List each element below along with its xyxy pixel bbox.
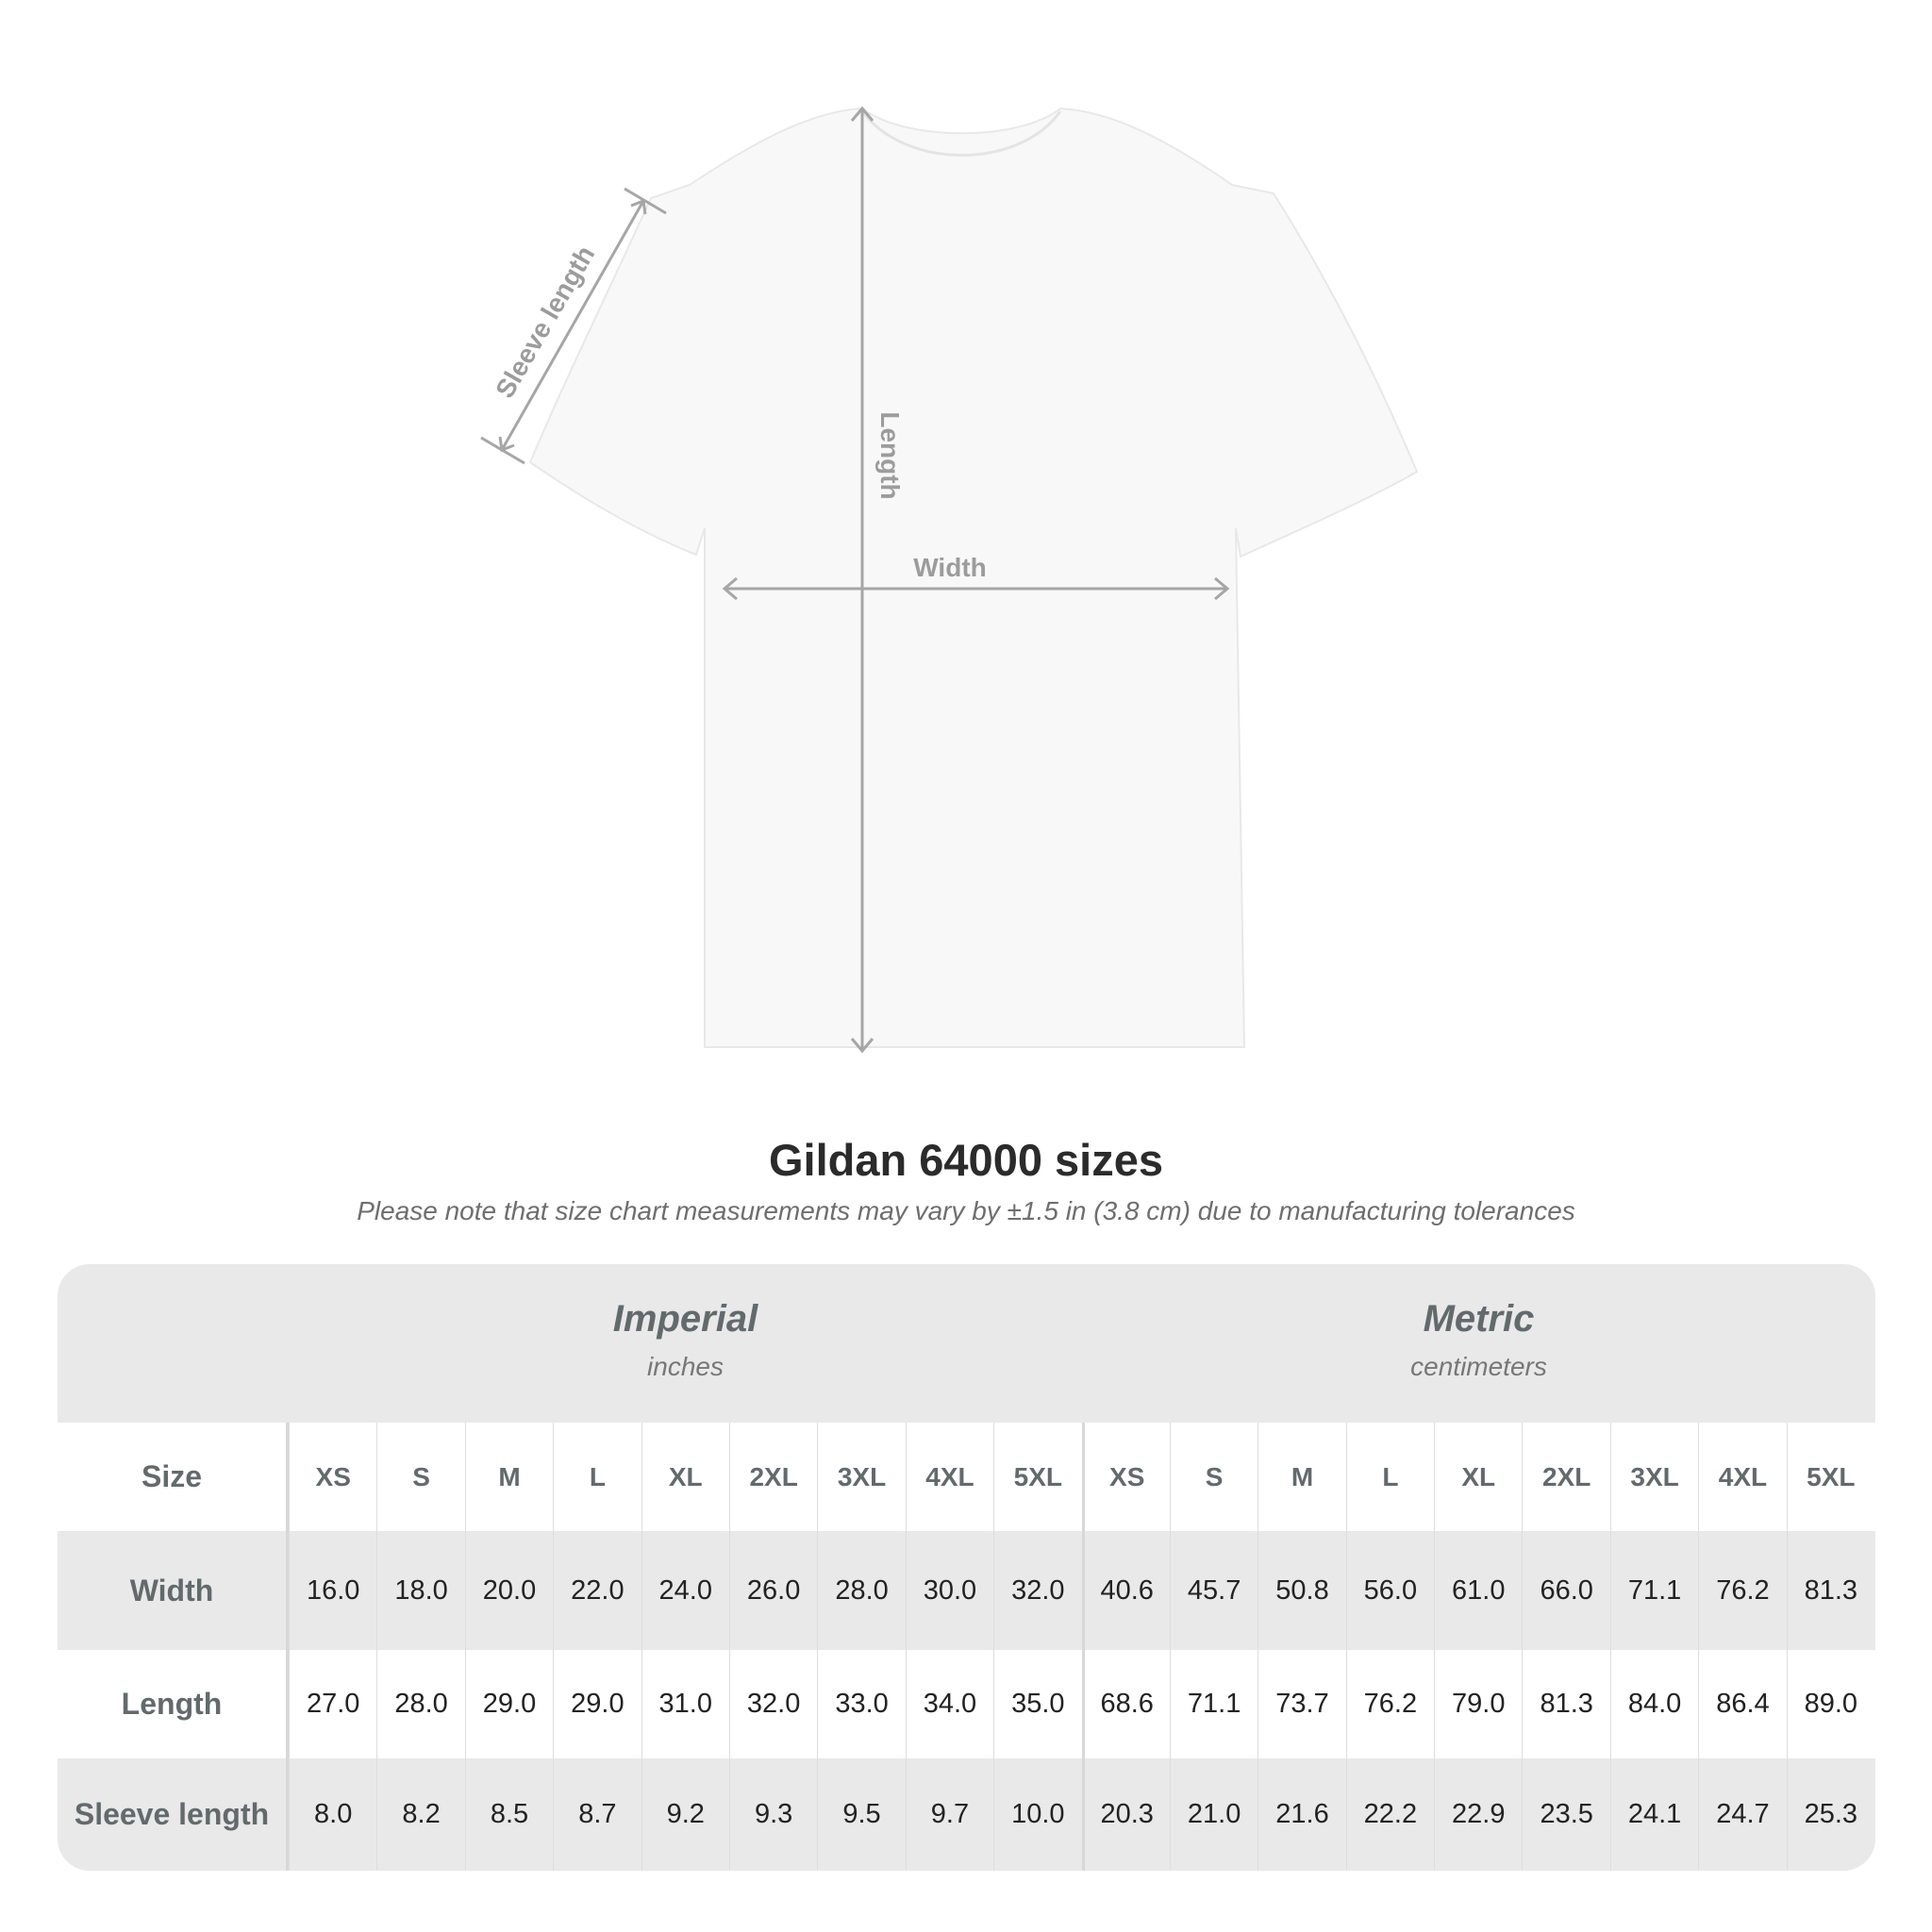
tshirt-image: [528, 107, 1419, 1048]
metric-value-cell: 81.3: [1786, 1531, 1874, 1650]
metric-value-cell: 25.3: [1786, 1758, 1874, 1871]
metric-value-cell: 23.5: [1522, 1758, 1609, 1871]
imperial-value-cell: 29.0: [464, 1650, 553, 1758]
imperial-value-cell: 24.0: [641, 1531, 729, 1650]
row-label: Sleeve length: [58, 1758, 289, 1871]
length-arrow: [850, 106, 874, 1054]
imperial-value-cell: 9.2: [641, 1758, 729, 1871]
metric-value-cell: 66.0: [1522, 1531, 1609, 1650]
metric-value-cell: 50.8: [1257, 1531, 1345, 1650]
sleeve-arrow: [480, 187, 667, 465]
imperial-title: Imperial: [612, 1298, 758, 1340]
width-label: Width: [913, 553, 987, 582]
metric-value-cell: 71.1: [1609, 1531, 1698, 1650]
imperial-unit: inches: [647, 1352, 724, 1381]
imperial-value-cell: 8.2: [376, 1758, 464, 1871]
imperial-value-cell: 8.7: [553, 1758, 641, 1871]
imperial-size-4xl: 4XL: [905, 1423, 993, 1531]
metric-size-xl: XL: [1434, 1423, 1522, 1531]
imperial-size-5xl: 5XL: [993, 1423, 1081, 1531]
metric-value-cell: 22.9: [1434, 1758, 1522, 1871]
metric-unit: centimeters: [1410, 1352, 1547, 1381]
imperial-value-cell: 20.0: [464, 1531, 553, 1650]
imperial-size-s: S: [376, 1423, 464, 1531]
metric-size-3xl: 3XL: [1609, 1423, 1698, 1531]
metric-value-cell: 79.0: [1434, 1650, 1522, 1758]
size-header-row: Size XS S M L XL 2XL 3XL 4XL 5XL XS S M L XL 2XL 3XL 4XL 5…: [58, 1423, 1875, 1531]
metric-value-cell: 21.6: [1257, 1758, 1345, 1871]
imperial-value-cell: 26.0: [728, 1531, 817, 1650]
imperial-size-l: L: [553, 1423, 641, 1531]
metric-size-4xl: 4XL: [1698, 1423, 1786, 1531]
imperial-value-cell: 32.0: [728, 1650, 817, 1758]
imperial-value-cell: 35.0: [993, 1650, 1081, 1758]
table-row: Sleeve length 8.0 8.2 8.5 8.7 9.2 9.3 9.5 9.7 10.…: [58, 1758, 1875, 1871]
imperial-value-cell: 31.0: [641, 1650, 729, 1758]
metric-size-5xl: 5XL: [1786, 1423, 1874, 1531]
tolerance-note: Please note that size chart measurements…: [357, 1196, 1575, 1225]
imperial-size-xs: XS: [289, 1423, 376, 1531]
imperial-size-xl: XL: [641, 1423, 729, 1531]
imperial-value-cell: 8.0: [289, 1758, 376, 1871]
row-label: Length: [58, 1650, 289, 1758]
metric-title: Metric: [1423, 1298, 1535, 1340]
metric-value-cell: 56.0: [1345, 1531, 1434, 1650]
metric-value-cell: 61.0: [1434, 1531, 1522, 1650]
metric-size-m: M: [1257, 1423, 1345, 1531]
imperial-header: Imperial inches: [289, 1264, 1082, 1423]
imperial-size-m: M: [464, 1423, 553, 1531]
metric-header: Metric centimeters: [1082, 1264, 1875, 1423]
imperial-value-cell: 9.7: [905, 1758, 993, 1871]
size-header-label: Size: [58, 1423, 289, 1531]
metric-value-cell: 81.3: [1522, 1650, 1609, 1758]
metric-value-cell: 71.1: [1169, 1650, 1257, 1758]
row-label: Width: [58, 1531, 289, 1650]
metric-value-cell: 24.7: [1698, 1758, 1786, 1871]
width-arrow: [722, 576, 1230, 601]
metric-value-cell: 21.0: [1169, 1758, 1257, 1871]
metric-value-cell: 86.4: [1698, 1650, 1786, 1758]
metric-value-cell: 40.6: [1081, 1531, 1170, 1650]
metric-value-cell: 24.1: [1609, 1758, 1698, 1871]
metric-value-cell: 20.3: [1081, 1758, 1170, 1871]
imperial-value-cell: 33.0: [817, 1650, 905, 1758]
length-label: Length: [875, 411, 905, 499]
imperial-value-cell: 16.0: [289, 1531, 376, 1650]
table-row: Width 16.0 18.0 20.0 22.0 24.0 26.0 28.0 30.0 32.…: [58, 1531, 1875, 1650]
imperial-size-3xl: 3XL: [817, 1423, 905, 1531]
metric-value-cell: 89.0: [1786, 1650, 1874, 1758]
metric-value-cell: 45.7: [1169, 1531, 1257, 1650]
imperial-value-cell: 8.5: [464, 1758, 553, 1871]
tshirt-diagram: Sleeve length Length Width: [480, 106, 1419, 1054]
table-row: Length 27.0 28.0 29.0 29.0 31.0 32.0 33.0 34.0 35…: [58, 1650, 1875, 1758]
metric-size-s: S: [1169, 1423, 1257, 1531]
size-table: Imperial inches Metric centimeters Size X…: [58, 1264, 1875, 1871]
imperial-value-cell: 28.0: [376, 1650, 464, 1758]
page-title: Gildan 64000 sizes: [768, 1135, 1164, 1185]
imperial-value-cell: 9.3: [728, 1758, 817, 1871]
metric-value-cell: 84.0: [1609, 1650, 1698, 1758]
metric-value-cell: 76.2: [1698, 1531, 1786, 1650]
metric-size-xs: XS: [1081, 1423, 1170, 1531]
imperial-value-cell: 9.5: [817, 1758, 905, 1871]
imperial-value-cell: 28.0: [817, 1531, 905, 1650]
metric-value-cell: 68.6: [1081, 1650, 1170, 1758]
imperial-value-cell: 29.0: [553, 1650, 641, 1758]
imperial-value-cell: 32.0: [993, 1531, 1081, 1650]
imperial-size-2xl: 2XL: [728, 1423, 817, 1531]
imperial-value-cell: 22.0: [553, 1531, 641, 1650]
metric-value-cell: 22.2: [1345, 1758, 1434, 1871]
imperial-value-cell: 27.0: [289, 1650, 376, 1758]
imperial-value-cell: 34.0: [905, 1650, 993, 1758]
imperial-value-cell: 10.0: [993, 1758, 1081, 1871]
imperial-value-cell: 18.0: [376, 1531, 464, 1650]
metric-value-cell: 76.2: [1345, 1650, 1434, 1758]
imperial-value-cell: 30.0: [905, 1531, 993, 1650]
metric-size-l: L: [1345, 1423, 1434, 1531]
metric-value-cell: 73.7: [1257, 1650, 1345, 1758]
metric-size-2xl: 2XL: [1522, 1423, 1609, 1531]
